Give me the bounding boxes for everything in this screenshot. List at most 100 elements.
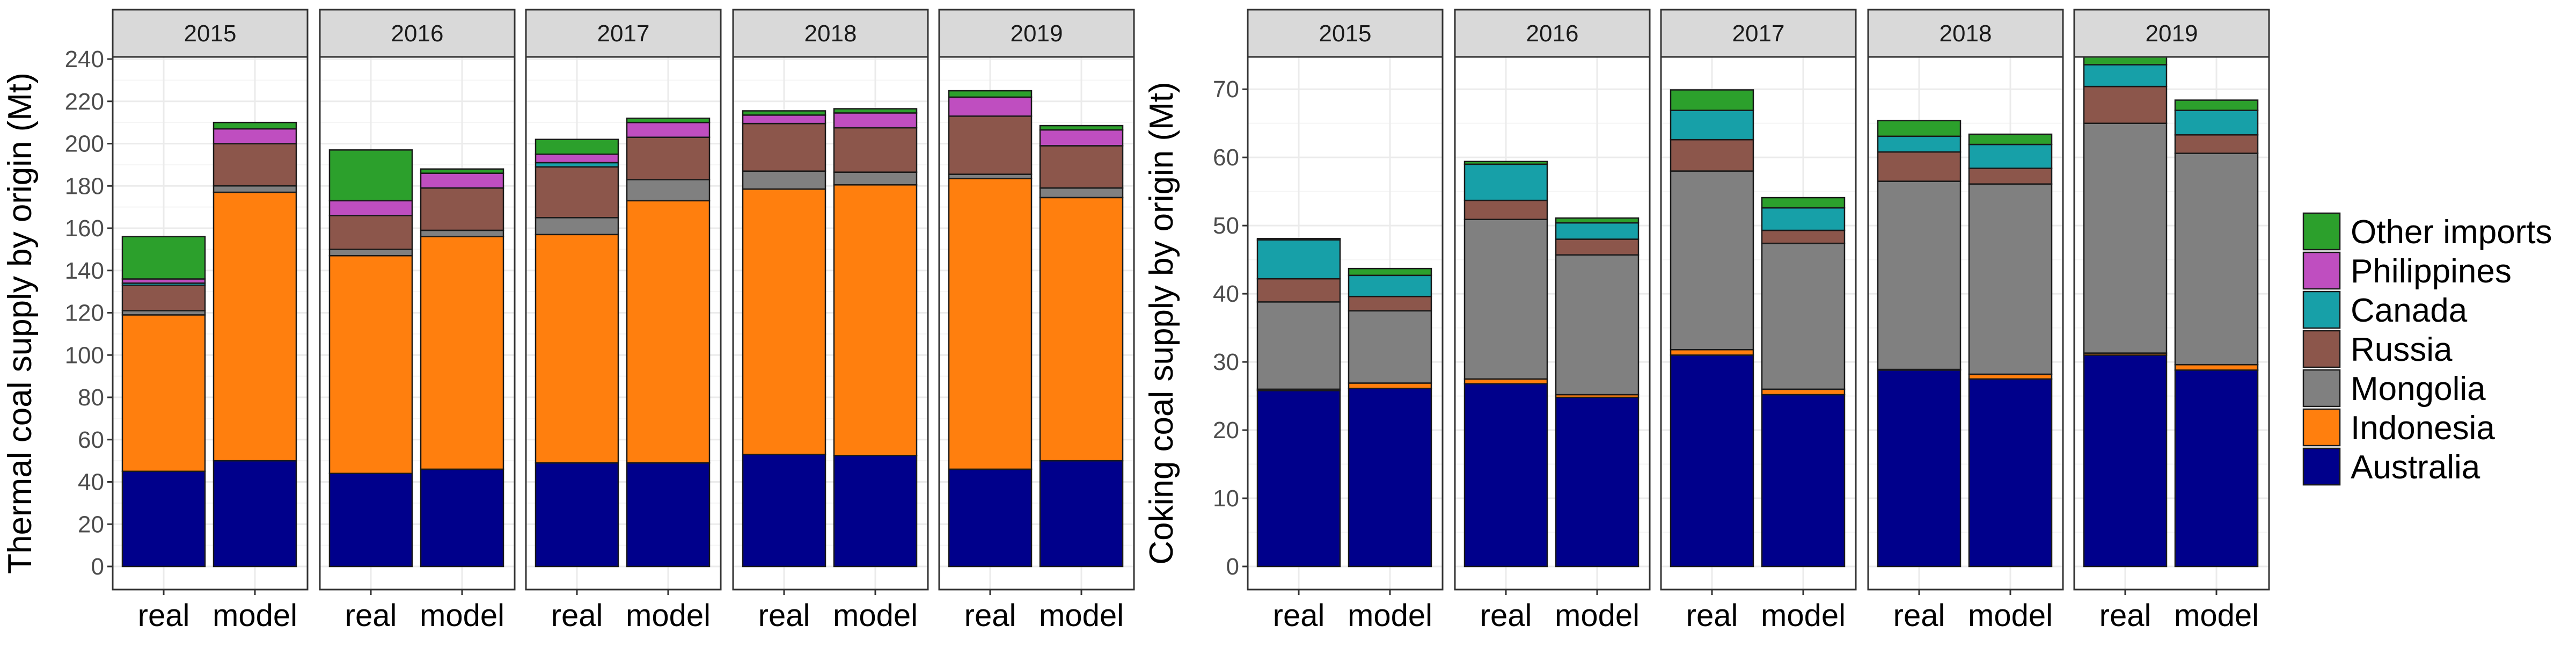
bar-2015-model-indonesia [213, 191, 297, 462]
bar-2015-model-canada [1348, 274, 1432, 297]
y-tick-label: 180 [65, 173, 104, 199]
facet-strip-label: 2016 [1526, 20, 1579, 47]
y-tick-label: 200 [65, 131, 104, 157]
bar-2019-model-other-imports [1039, 125, 1124, 131]
facet-strip [319, 9, 516, 58]
bar-2015-model-other-imports [1348, 267, 1432, 277]
bar-2018-model-mongolia [1968, 183, 2053, 375]
y-tick-label: 40 [78, 469, 104, 496]
facet-panel-2015: 2015 real model [1247, 9, 1444, 633]
x-tick-label-real: real [1893, 598, 1945, 633]
facet-strip [525, 9, 722, 58]
bar-2016-model-mongolia [420, 229, 504, 237]
bar-2016-real-canada [1463, 163, 1548, 201]
bar-2015-real-australia [121, 470, 206, 568]
bar-2018-model-other-imports [833, 108, 918, 114]
facet-strip-label: 2017 [1732, 20, 1785, 47]
facet-panel-2016: 2016 real model [1454, 9, 1651, 633]
bar-2018-real-mongolia [1877, 180, 1962, 370]
bar-2017-real-other-imports [1670, 89, 1754, 111]
bar-2015-real-russia [121, 285, 206, 311]
bar-2015-real-indonesia [121, 314, 206, 472]
y-tick-label: 0 [91, 554, 104, 580]
facet-strip-label: 2018 [1940, 20, 1992, 47]
x-tick-label-real: real [1480, 598, 1532, 633]
facet-strip [1867, 9, 2064, 58]
bar-2018-real-philippines [742, 114, 826, 125]
bar-2017-model-philippines [626, 121, 711, 138]
bar-2015-model-australia [1348, 388, 1432, 568]
bar-2017-real-canada [1670, 110, 1754, 141]
bar-2018-model-australia [1968, 378, 2053, 568]
facet-panel-2017: 2017 real model [525, 9, 722, 633]
bar-2018-model-other-imports [1968, 133, 2053, 146]
bar-2019-real-other-imports [2083, 55, 2168, 66]
x-tick-label-model: model [1761, 598, 1846, 633]
bar-2017-real-mongolia [535, 217, 619, 236]
bar-2019-real-philippines [948, 96, 1033, 117]
x-tick-label-model: model [2174, 598, 2259, 633]
x-tick-label-real: real [1273, 598, 1325, 633]
bar-2018-real-russia [1877, 151, 1962, 182]
legend-key-philippines [2302, 251, 2341, 290]
facet-strip-label: 2015 [184, 20, 237, 47]
bar-2019-model-australia [2174, 369, 2259, 568]
bar-2019-real-australia [948, 468, 1033, 568]
bar-2016-model-canada [1555, 222, 1640, 240]
bar-2019-real-other-imports [948, 90, 1033, 98]
bar-2015-real-other-imports [121, 236, 206, 280]
bar-2017-real-mongolia [1670, 170, 1754, 351]
bar-2015-model-other-imports [213, 121, 297, 130]
y-tick-label: 40 [1213, 281, 1239, 307]
facet-strip [2073, 9, 2270, 58]
bar-2017-model-canada [1761, 207, 1846, 231]
legend-label-philippines: Philippines [2351, 253, 2512, 290]
x-tick-label-real: real [138, 598, 190, 633]
bar-2019-real-russia [2083, 85, 2168, 124]
bar-2017-model-mongolia [626, 179, 711, 202]
x-tick-label-model: model [833, 598, 918, 633]
x-tick-label-real: real [964, 598, 1016, 633]
facet-strip [112, 9, 309, 58]
legend-key-canada [2302, 290, 2341, 329]
bar-2017-real-australia [535, 462, 619, 568]
bar-2016-model-russia [420, 187, 504, 231]
bar-2018-real-other-imports [742, 110, 826, 116]
bar-2016-real-indonesia [328, 255, 413, 474]
facet-strip [1660, 9, 1857, 58]
bar-2017-real-australia [1670, 354, 1754, 568]
bar-2018-real-mongolia [742, 170, 826, 190]
y-tick-label: 70 [1213, 76, 1239, 103]
y-tick-label: 100 [65, 342, 104, 368]
bar-2016-real-australia [1463, 383, 1548, 568]
bar-2019-real-indonesia [948, 178, 1033, 470]
bar-2019-model-indonesia [2174, 364, 2259, 371]
bar-2015-model-mongolia [1348, 310, 1432, 384]
bar-2019-model-mongolia [1039, 187, 1124, 199]
y-tick-label: 60 [78, 427, 104, 453]
facet-strip-label: 2019 [2146, 20, 2198, 47]
bar-2019-model-philippines [1039, 129, 1124, 147]
legend-key-russia [2302, 330, 2341, 368]
facet-panel-2019: 2019 real model [938, 9, 1135, 633]
facet-strip-label: 2018 [804, 20, 857, 47]
y-tick-label: 30 [1213, 349, 1239, 375]
bar-2015-real-australia [1256, 390, 1341, 568]
bar-2017-model-mongolia [1761, 242, 1846, 390]
x-tick-label-real: real [551, 598, 603, 633]
bar-2017-model-russia [1761, 229, 1846, 244]
bar-2016-model-russia [1555, 238, 1640, 256]
y-tick-label: 10 [1213, 485, 1239, 512]
y-tick-label: 60 [1213, 144, 1239, 171]
bar-2017-model-russia [626, 136, 711, 180]
bar-2015-real-mongolia [1256, 301, 1341, 390]
bar-2018-real-australia [1877, 369, 1962, 568]
bar-2016-real-mongolia [328, 249, 413, 257]
bar-2016-real-australia [328, 472, 413, 568]
bar-2019-real-canada [2083, 64, 2168, 88]
x-tick-label-model: model [1968, 598, 2053, 633]
bar-2016-real-other-imports [328, 149, 413, 202]
bar-2019-real-mongolia [2083, 122, 2168, 354]
